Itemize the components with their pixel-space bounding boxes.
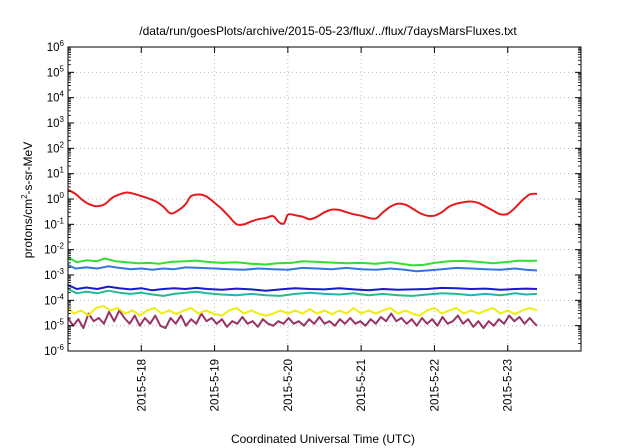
y-tick-label: 10-6 bbox=[44, 343, 64, 358]
chart-title: /data/run/goesPlots/archive/2015-05-23/f… bbox=[139, 24, 517, 38]
y-tick-label: 106 bbox=[47, 39, 65, 54]
x-axis-label: Coordinated Universal Time (UTC) bbox=[231, 432, 415, 446]
x-tick-label: 2015-5-19 bbox=[210, 359, 222, 411]
y-tick-label: 103 bbox=[47, 115, 65, 130]
y-tick-label: 104 bbox=[47, 90, 65, 105]
x-tick-label: 2015-5-21 bbox=[356, 359, 368, 411]
y-tick-label: 101 bbox=[47, 166, 65, 181]
series-line-4 bbox=[67, 288, 538, 297]
series-line-3 bbox=[67, 284, 538, 292]
y-tick-label: 10-5 bbox=[44, 318, 64, 333]
series-line-5 bbox=[67, 305, 538, 317]
series-line-2 bbox=[67, 264, 538, 273]
series-line-0 bbox=[67, 188, 538, 227]
x-tick-label: 2015-5-18 bbox=[136, 359, 148, 411]
x-tick-label: 2015-5-20 bbox=[283, 359, 295, 411]
x-tick-label: 2015-5-23 bbox=[503, 359, 515, 411]
y-tick-label: 105 bbox=[47, 64, 65, 79]
y-tick-label: 102 bbox=[47, 140, 65, 155]
y-tick-label: 10-4 bbox=[44, 292, 64, 307]
y-tick-label: 10-3 bbox=[44, 267, 64, 282]
axis-ticks: 10-6 10-5 10-4 10-3 10-2 10-1 100 101 102 103 104 1… bbox=[44, 39, 581, 411]
series-line-6 bbox=[67, 309, 538, 330]
y-axis-label: protons/cm2-s-sr-MeV bbox=[20, 142, 35, 258]
y-tick-label: 10-2 bbox=[44, 242, 64, 257]
x-tick-label: 2015-5-22 bbox=[429, 359, 441, 411]
series-line-1 bbox=[67, 256, 538, 267]
series-layer bbox=[67, 188, 538, 330]
grid bbox=[68, 47, 581, 351]
y-tick-label: 10-1 bbox=[44, 216, 64, 231]
y-tick-label: 100 bbox=[47, 191, 65, 206]
